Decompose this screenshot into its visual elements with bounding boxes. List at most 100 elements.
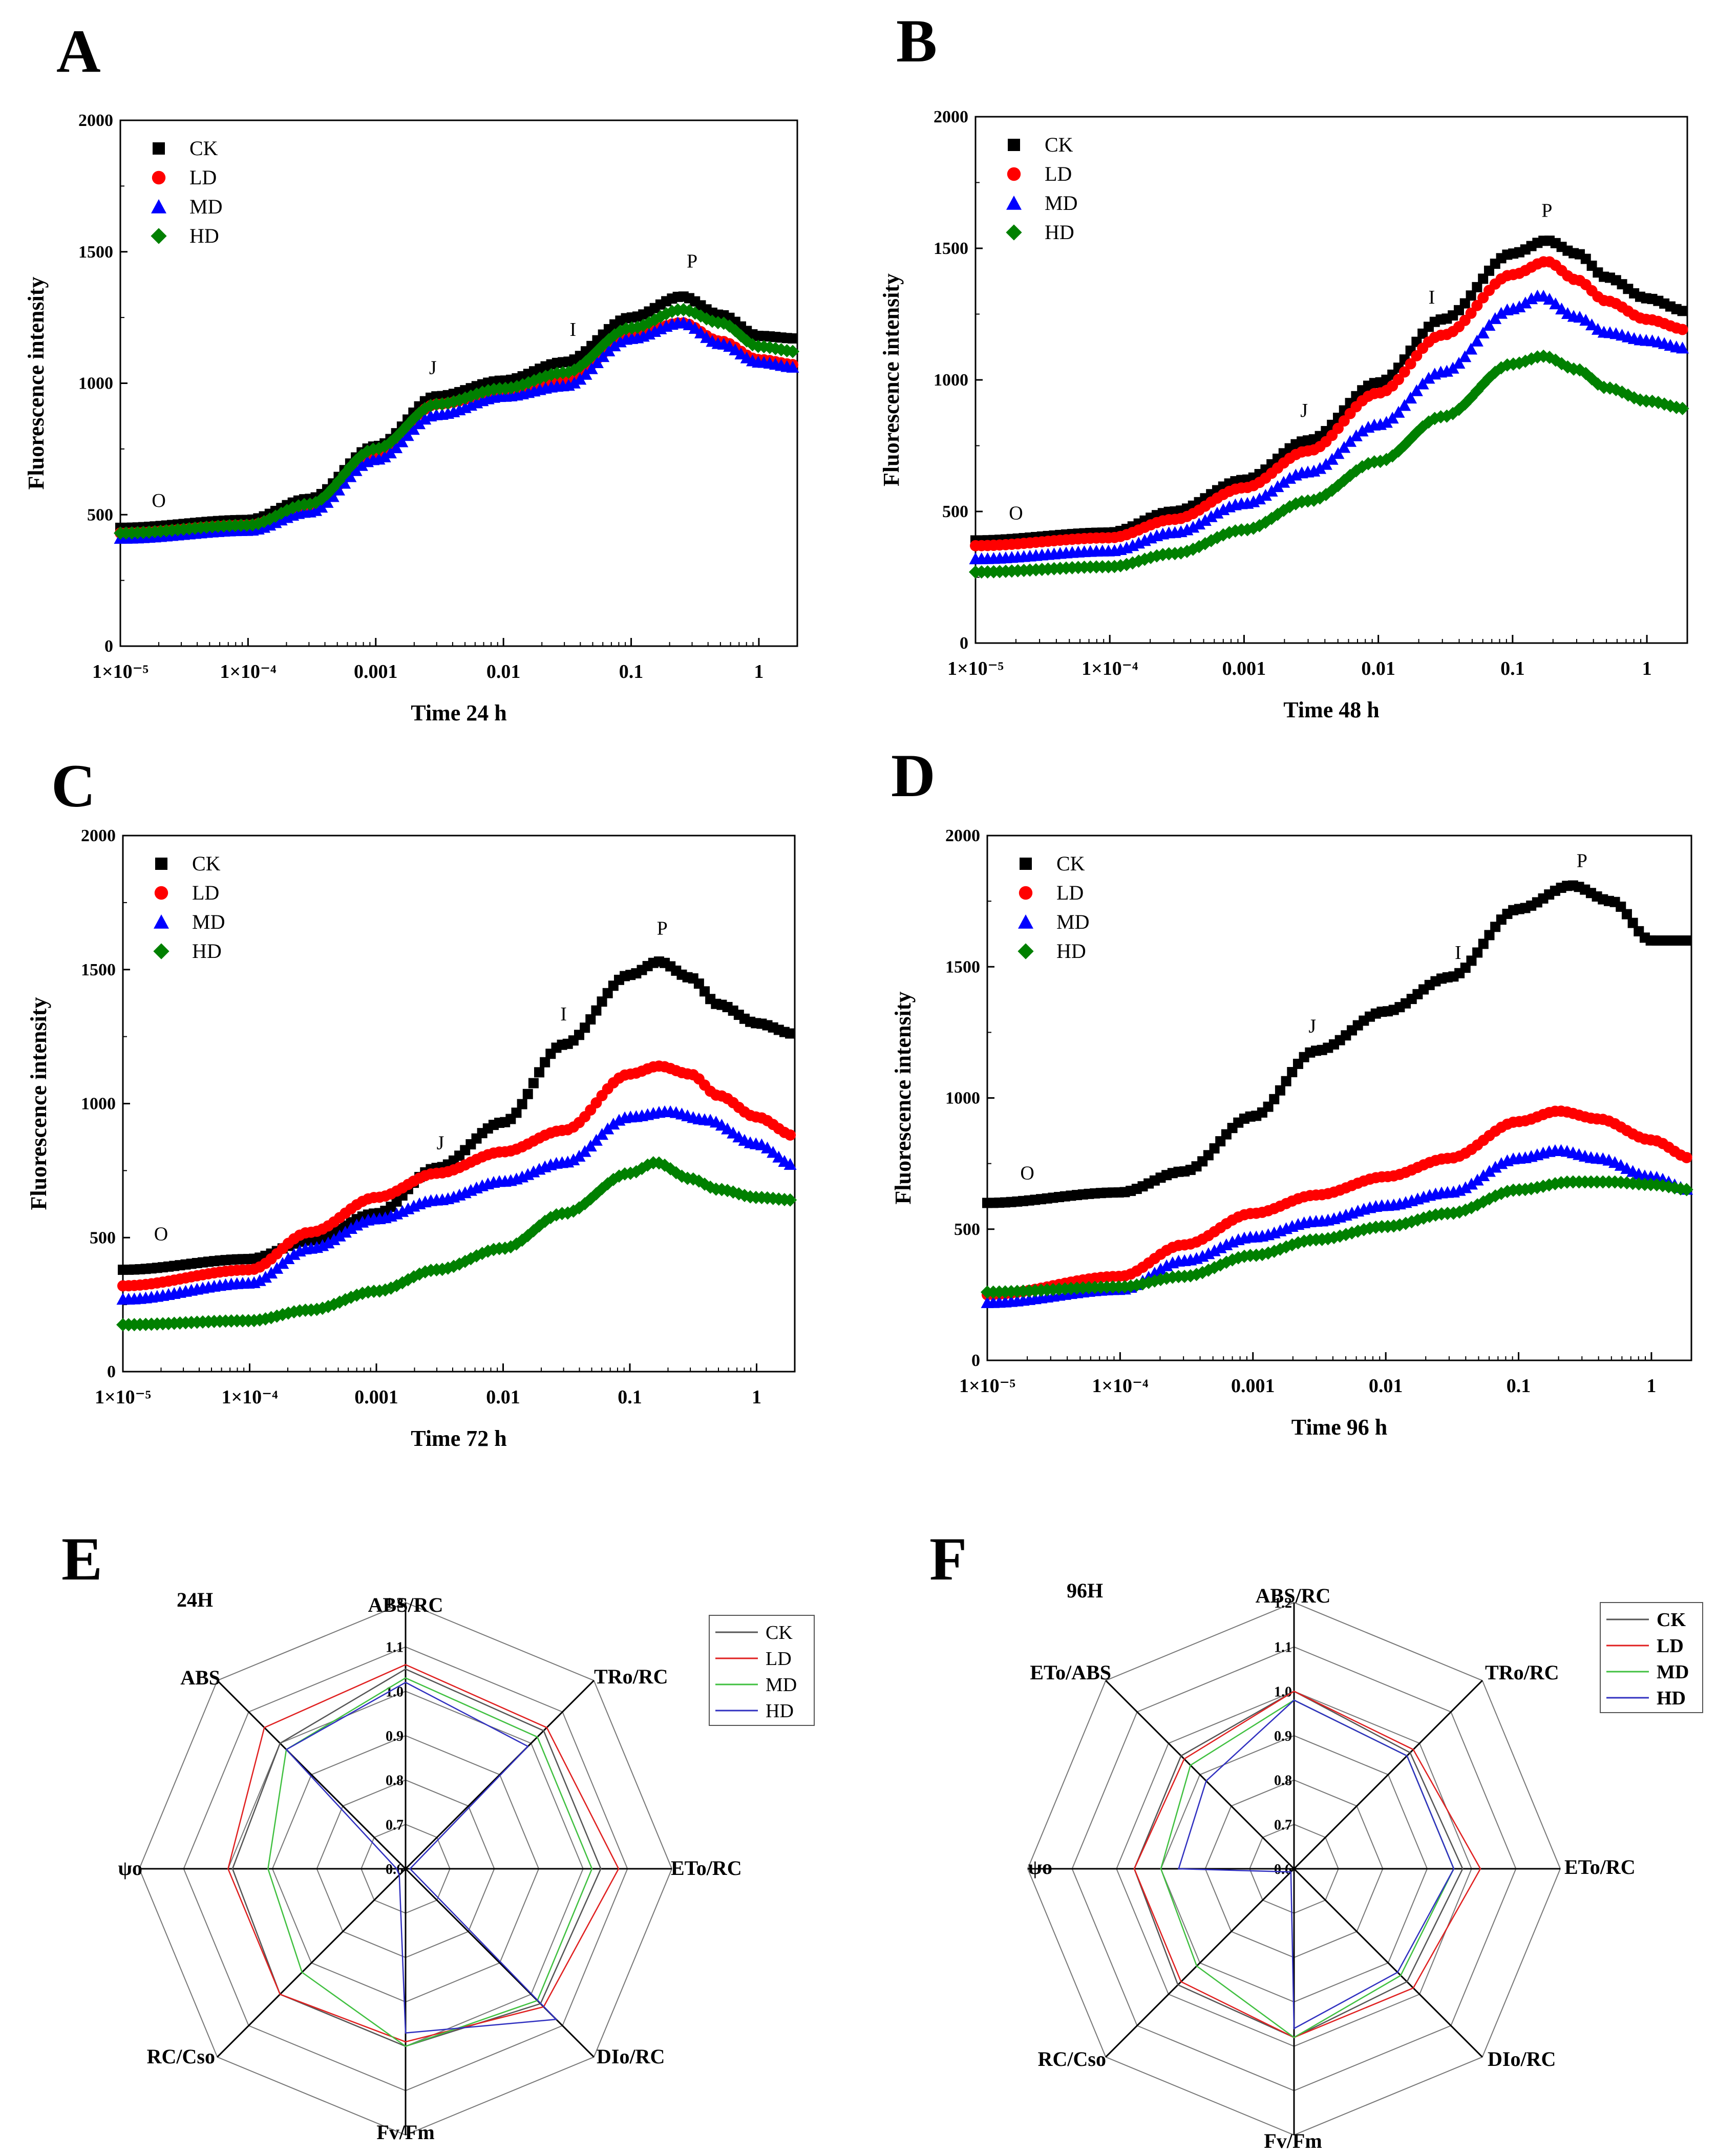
radar-panel-E: E24H0.60.70.80.91.01.11.2ABS/RCTRo/RCETo… bbox=[61, 1525, 815, 2144]
radar-legend-box bbox=[1600, 1602, 1703, 1713]
phase-label: P bbox=[1541, 200, 1552, 221]
data-point bbox=[597, 996, 607, 1007]
radar-spoke bbox=[1105, 1680, 1295, 1870]
radar-legend-label: HD bbox=[1657, 1688, 1686, 1709]
x-tick-label: 1×10⁻⁴ bbox=[220, 661, 277, 682]
phase-label: P bbox=[1577, 850, 1587, 872]
data-point bbox=[1459, 1181, 1472, 1193]
phase-label: O bbox=[1020, 1162, 1034, 1184]
radar-spoke bbox=[1293, 1680, 1483, 1870]
radar-axis-label: Fv/Fm bbox=[1264, 2129, 1322, 2152]
series-MD bbox=[969, 289, 1689, 565]
legend-label: HD bbox=[1056, 940, 1086, 963]
radar-legend-label: LD bbox=[766, 1648, 792, 1670]
series-HD bbox=[969, 349, 1689, 579]
data-point bbox=[1154, 1263, 1167, 1275]
data-point bbox=[694, 326, 707, 338]
radar-axis-label: ETo/RC bbox=[1564, 1855, 1636, 1879]
legend-label: MD bbox=[189, 195, 222, 218]
y-axis-label: Fluorescence intensity bbox=[891, 992, 916, 1205]
x-tick-label: 0.01 bbox=[486, 661, 521, 682]
chart-panel-B: B 0 500 1000 1500 2000 1×10⁻⁵ 1×10⁻⁴ 0.001 0.01 0.… bbox=[879, 7, 1689, 722]
legend-marker bbox=[154, 914, 169, 929]
radar-tick-label: 0.7 bbox=[386, 1817, 404, 1833]
data-point bbox=[1555, 303, 1568, 315]
panel-letter: A bbox=[56, 17, 101, 85]
x-axis-label: Time 96 h bbox=[1291, 1415, 1387, 1440]
y-tick-label: 2000 bbox=[945, 826, 980, 845]
data-point bbox=[1275, 1085, 1285, 1096]
phase-label: I bbox=[1429, 287, 1435, 308]
radar-legend-label: MD bbox=[766, 1674, 797, 1696]
data-point bbox=[1287, 1067, 1298, 1078]
legend-label: LD bbox=[189, 166, 217, 189]
legend-label: CK bbox=[1045, 133, 1073, 156]
radar-spoke bbox=[405, 1680, 595, 1870]
radar-axis-label: TRo/RC bbox=[1485, 1661, 1559, 1684]
data-point bbox=[783, 1193, 797, 1207]
y-tick-label: 500 bbox=[90, 1228, 116, 1247]
data-point bbox=[1319, 458, 1332, 470]
series-CK bbox=[982, 880, 1692, 1208]
data-point bbox=[1404, 392, 1417, 404]
data-point bbox=[309, 504, 323, 516]
data-point bbox=[761, 1141, 774, 1154]
data-point bbox=[786, 360, 799, 373]
data-point bbox=[1211, 506, 1224, 519]
radar-tick-label: 1.2 bbox=[386, 1595, 404, 1611]
data-point bbox=[1281, 1076, 1291, 1086]
legend-marker bbox=[1020, 858, 1032, 870]
data-point bbox=[1246, 521, 1260, 535]
data-point bbox=[1277, 476, 1290, 488]
data-point bbox=[1349, 429, 1363, 441]
data-point bbox=[355, 459, 368, 471]
data-point bbox=[1472, 282, 1482, 292]
y-tick-label: 1500 bbox=[945, 957, 980, 976]
chart-panel-D: D 0 500 1000 1500 2000 1×10⁻⁵ 1×10⁻⁴ 0.001 0.01 0.… bbox=[891, 741, 1693, 1440]
radar-axis-label: ψo bbox=[118, 1856, 142, 1880]
data-point bbox=[1253, 493, 1266, 505]
phase-label: I bbox=[570, 319, 577, 340]
series-HD bbox=[116, 1156, 797, 1332]
phase-label: O bbox=[154, 1223, 168, 1245]
data-point bbox=[418, 413, 432, 425]
data-point bbox=[1398, 366, 1410, 378]
y-axis-label: Fluorescence intensity bbox=[26, 997, 51, 1210]
y-tick-label: 2000 bbox=[81, 826, 116, 845]
radar-axis-label: DIo/RC bbox=[1488, 2047, 1556, 2070]
data-point bbox=[1198, 514, 1212, 526]
radar-legend-label: MD bbox=[1657, 1661, 1689, 1683]
radar-spoke bbox=[217, 1680, 407, 1870]
data-point bbox=[333, 1229, 346, 1242]
data-point bbox=[1579, 314, 1593, 326]
panel-letter: F bbox=[929, 1525, 967, 1593]
data-point bbox=[1465, 307, 1477, 319]
y-tick-label: 500 bbox=[942, 502, 968, 521]
data-point bbox=[1482, 1165, 1496, 1177]
data-point bbox=[1621, 909, 1632, 920]
panel-letter: D bbox=[891, 741, 936, 809]
phase-label: J bbox=[437, 1132, 444, 1154]
data-point bbox=[1471, 300, 1483, 311]
data-point bbox=[1513, 300, 1526, 312]
radar-title: 96H bbox=[1067, 1579, 1103, 1602]
radar-legend-label: CK bbox=[766, 1622, 793, 1643]
y-tick-label: 1000 bbox=[945, 1089, 980, 1108]
x-tick-label: 0.1 bbox=[619, 661, 644, 682]
data-point bbox=[693, 978, 704, 989]
radar-tick-label: 0.7 bbox=[1274, 1817, 1292, 1833]
data-point bbox=[344, 1222, 357, 1234]
data-point bbox=[1410, 384, 1423, 396]
data-point bbox=[1398, 399, 1411, 411]
series-HD bbox=[981, 1175, 1693, 1299]
y-tick-label: 1500 bbox=[934, 239, 968, 258]
y-axis-label: Fluorescence intensity bbox=[879, 273, 904, 486]
chart-panel-C: C 0 500 1000 1500 2000 1×10⁻⁵ 1×10⁻⁴ 0.001 0.01 0.… bbox=[26, 752, 797, 1451]
radar-legend-box bbox=[709, 1615, 815, 1726]
panel-letter: C bbox=[51, 752, 96, 820]
data-point bbox=[1338, 441, 1351, 453]
radar-axis-label: RC/Cso bbox=[1038, 2047, 1106, 2070]
data-point bbox=[585, 362, 598, 374]
radar-series-LD bbox=[1133, 1690, 1481, 2038]
phase-label: O bbox=[1009, 502, 1023, 524]
